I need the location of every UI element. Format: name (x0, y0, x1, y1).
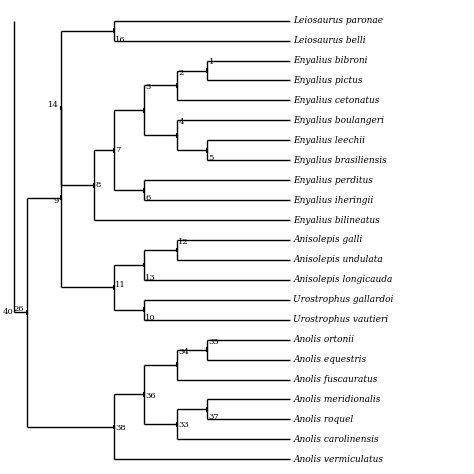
Text: 9: 9 (53, 197, 58, 205)
Text: 38: 38 (115, 424, 126, 432)
Text: Enyalius perditus: Enyalius perditus (293, 176, 373, 185)
Text: 26: 26 (14, 305, 24, 313)
Text: 4: 4 (178, 118, 184, 127)
Text: 37: 37 (209, 413, 219, 421)
Text: Enyalius brasiliensis: Enyalius brasiliensis (293, 156, 387, 165)
Text: 35: 35 (209, 337, 219, 346)
Text: 8: 8 (96, 181, 101, 189)
Text: 12: 12 (178, 238, 189, 246)
Text: Enyalius bilineatus: Enyalius bilineatus (293, 216, 380, 225)
Text: Enyalius pictus: Enyalius pictus (293, 76, 363, 85)
Text: Anolis meridionalis: Anolis meridionalis (293, 395, 381, 404)
Text: 34: 34 (178, 347, 189, 356)
Text: Enyalius cetonatus: Enyalius cetonatus (293, 96, 380, 105)
Text: Anolis vermiculatus: Anolis vermiculatus (293, 455, 383, 464)
Text: 13: 13 (146, 274, 156, 282)
Text: Leiosaurus paronae: Leiosaurus paronae (293, 16, 383, 25)
Text: 14: 14 (47, 101, 58, 109)
Text: Anisolepis galli: Anisolepis galli (293, 236, 363, 245)
Text: 7: 7 (115, 146, 120, 155)
Text: 3: 3 (146, 83, 151, 91)
Text: 2: 2 (178, 69, 183, 76)
Text: Anolis roquel: Anolis roquel (293, 415, 354, 424)
Text: 10: 10 (146, 314, 156, 322)
Text: 1: 1 (209, 57, 214, 65)
Text: Enyalius bibroni: Enyalius bibroni (293, 56, 368, 65)
Text: Enyalius boulangeri: Enyalius boulangeri (293, 116, 384, 125)
Text: Enyalius leechii: Enyalius leechii (293, 136, 365, 145)
Text: 36: 36 (146, 392, 156, 400)
Text: Anolis equestris: Anolis equestris (293, 355, 366, 364)
Text: 6: 6 (146, 194, 151, 202)
Text: Anisolepis undulata: Anisolepis undulata (293, 255, 383, 264)
Text: 5: 5 (209, 154, 214, 162)
Text: 11: 11 (115, 282, 126, 289)
Text: Anolis ortonii: Anolis ortonii (293, 335, 355, 344)
Text: Anolis fuscauratus: Anolis fuscauratus (293, 375, 378, 384)
Text: Anolis carolinensis: Anolis carolinensis (293, 435, 379, 444)
Text: 16: 16 (115, 36, 126, 44)
Text: Urostrophus gallardoi: Urostrophus gallardoi (293, 295, 394, 304)
Text: Urostrophus vautieri: Urostrophus vautieri (293, 315, 389, 324)
Text: Leiosaurus belli: Leiosaurus belli (293, 36, 366, 45)
Text: Enyalius iheringii: Enyalius iheringii (293, 196, 374, 205)
Text: 33: 33 (178, 421, 189, 429)
Text: 40: 40 (2, 308, 13, 316)
Text: Anisolepis longicauda: Anisolepis longicauda (293, 275, 393, 284)
